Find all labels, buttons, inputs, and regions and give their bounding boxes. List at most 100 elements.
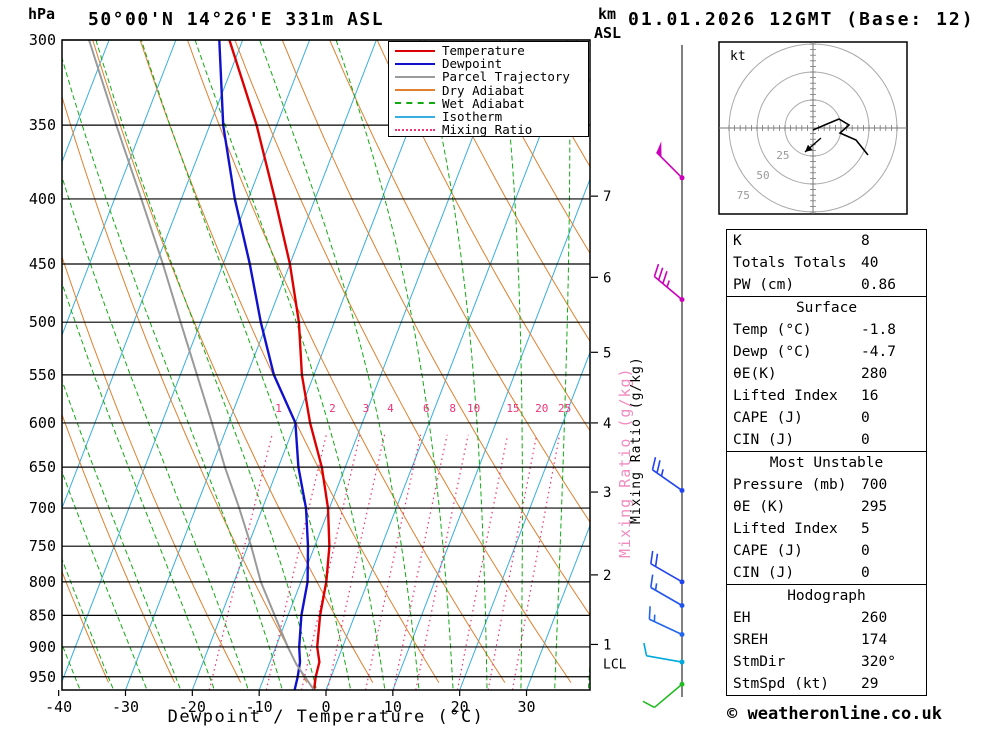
legend-item: Temperature: [389, 44, 588, 57]
svg-text:550: 550: [29, 366, 56, 384]
info-value: 29: [861, 676, 879, 692]
info-label: StmDir: [733, 654, 786, 670]
info-value: 0: [861, 410, 870, 426]
svg-text:3: 3: [363, 402, 370, 415]
svg-text:30: 30: [517, 698, 535, 716]
info-label: CAPE (J): [733, 410, 803, 426]
info-value: 174: [861, 632, 888, 648]
x-axis-label: Dewpoint / Temperature (°C): [167, 707, 485, 727]
info-panel-header: Most Unstable: [769, 455, 884, 471]
svg-text:700: 700: [29, 499, 56, 517]
info-row: StmSpd (kt) 29: [727, 673, 926, 695]
info-value: 5: [861, 521, 870, 537]
hodograph: 25 50 75 kt: [718, 41, 908, 215]
svg-text:5: 5: [603, 345, 611, 361]
copyright: © weatheronline.co.uk: [727, 704, 942, 724]
info-value: 0: [861, 543, 870, 559]
legend-line-sample: [395, 128, 435, 131]
svg-text:850: 850: [29, 606, 56, 624]
info-panel-header: Hodograph: [787, 588, 866, 604]
svg-text:25: 25: [776, 149, 789, 162]
svg-text:650: 650: [29, 458, 56, 476]
svg-text:8: 8: [449, 402, 456, 415]
info-panel: Hodograph EH 260 SREH 174 StmDir 320° StmSpd (k…: [726, 584, 927, 696]
legend-line-sample: [395, 115, 435, 118]
svg-text:500: 500: [29, 313, 56, 331]
info-label: θE(K): [733, 366, 777, 382]
info-label: Dewp (°C): [733, 344, 812, 360]
svg-text:450: 450: [29, 255, 56, 273]
legend-item: Wet Adiabat: [389, 97, 588, 110]
info-value: 260: [861, 610, 888, 626]
info-panels: K 8 Totals Totals 40 PW (cm) 0.86 Surface Temp …: [726, 229, 927, 696]
svg-text:400: 400: [29, 190, 56, 208]
legend-label: Isotherm: [442, 109, 503, 125]
svg-text:800: 800: [29, 573, 56, 591]
info-row: θE (K) 295: [727, 496, 926, 518]
info-value: -1.8: [861, 322, 896, 338]
legend-line-sample: [395, 49, 435, 52]
info-row: Dewp (°C) -4.7: [727, 341, 926, 363]
svg-text:50: 50: [756, 169, 769, 182]
legend-item: Dewpoint: [389, 57, 588, 70]
info-row: Pressure (mb) 700: [727, 474, 926, 496]
legend-item: Isotherm: [389, 110, 588, 123]
svg-text:7: 7: [603, 189, 611, 205]
svg-text:300: 300: [29, 31, 56, 49]
legend-label: Dewpoint: [442, 56, 503, 72]
legend-line-sample: [395, 89, 435, 92]
svg-text:350: 350: [29, 116, 56, 134]
svg-text:10: 10: [467, 402, 480, 415]
info-value: 8: [861, 233, 870, 249]
info-value: 0: [861, 565, 870, 581]
svg-text:10: 10: [384, 698, 402, 716]
info-label: CIN (J): [733, 565, 795, 581]
info-row: Totals Totals 40: [727, 252, 926, 274]
svg-text:20: 20: [451, 698, 469, 716]
info-value: 700: [861, 477, 888, 493]
info-panel: K 8 Totals Totals 40 PW (cm) 0.86: [726, 229, 927, 297]
info-label: Totals Totals: [733, 255, 847, 271]
svg-text:2: 2: [329, 402, 336, 415]
info-label: CAPE (J): [733, 543, 803, 559]
height-axis-unit-asl: ASL: [594, 24, 622, 42]
legend-line-sample: [395, 75, 435, 78]
svg-text:4: 4: [387, 402, 394, 415]
svg-text:75: 75: [737, 189, 750, 202]
info-label: Lifted Index: [733, 388, 838, 404]
mixing-ratio-axis-label: Mixing Ratio (g/kg): [629, 356, 644, 524]
svg-text:1: 1: [603, 637, 611, 653]
height-axis-unit-km: km: [598, 5, 617, 23]
legend-item: Parcel Trajectory: [389, 70, 588, 83]
info-value: 16: [861, 388, 879, 404]
info-value: 280: [861, 366, 888, 382]
info-row: PW (cm) 0.86: [727, 274, 926, 296]
info-value: -4.7: [861, 344, 896, 360]
info-label: θE (K): [733, 499, 786, 515]
info-value: 0.86: [861, 277, 896, 293]
info-row: Lifted Index 16: [727, 385, 926, 407]
legend-label: Temperature: [442, 43, 525, 59]
svg-text:950: 950: [29, 668, 56, 686]
svg-text:-40: -40: [45, 698, 72, 716]
info-value: 320°: [861, 654, 896, 670]
svg-text:600: 600: [29, 414, 56, 432]
info-panel-header: Surface: [795, 300, 858, 316]
info-row: Temp (°C) -1.8: [727, 319, 926, 341]
station-title: 50°00'N 14°26'E 331m ASL: [88, 9, 385, 30]
info-panel: Most Unstable Pressure (mb) 700 θE (K) 295 Li…: [726, 451, 927, 585]
svg-text:2: 2: [603, 568, 611, 584]
svg-text:-20: -20: [179, 698, 206, 716]
info-row: CIN (J) 0: [727, 562, 926, 584]
svg-text:kt: kt: [730, 49, 746, 64]
svg-text:15: 15: [506, 402, 519, 415]
info-label: PW (cm): [733, 277, 795, 293]
svg-text:6: 6: [603, 270, 611, 286]
info-row: CAPE (J) 0: [727, 540, 926, 562]
info-row: θE(K) 280: [727, 363, 926, 385]
legend-label: Dry Adiabat: [442, 82, 525, 98]
info-label: Temp (°C): [733, 322, 812, 338]
